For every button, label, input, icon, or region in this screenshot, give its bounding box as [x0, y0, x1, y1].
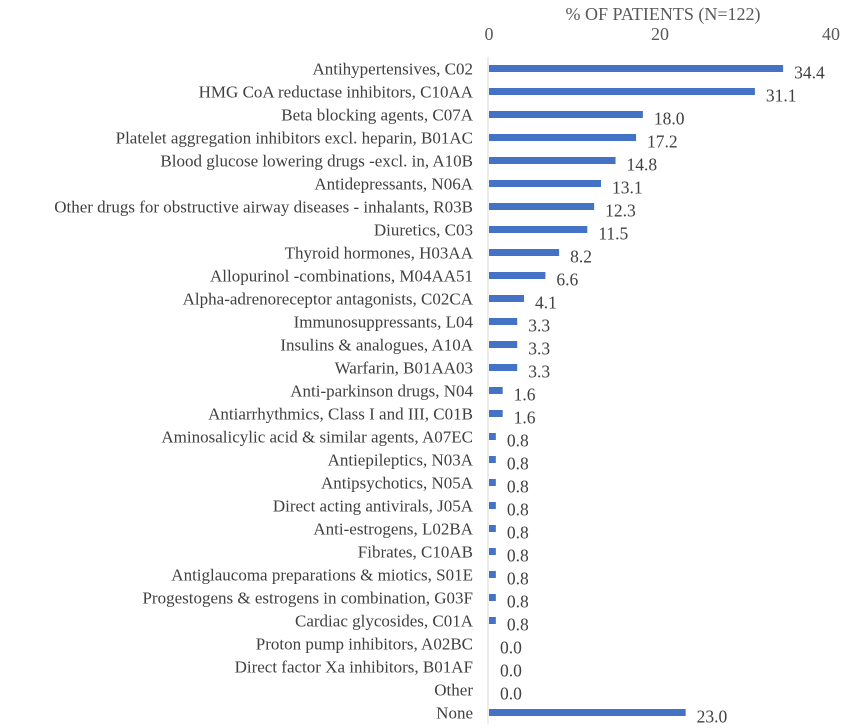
value-label: 4.1: [535, 293, 557, 313]
value-label: 13.1: [612, 178, 643, 198]
category-label: Progestogens & estrogens in combination,…: [142, 589, 473, 608]
bar: [489, 525, 496, 532]
x-tick-label: 40: [822, 24, 840, 44]
category-label: Blood glucose lowering drugs -excl. in, …: [160, 152, 473, 171]
category-label: Platelet aggregation inhibitors excl. he…: [116, 129, 473, 148]
category-label: Immunosuppressants, L04: [294, 313, 474, 332]
category-label: HMG CoA reductase inhibitors, C10AA: [199, 83, 474, 102]
value-label: 0.8: [507, 431, 529, 451]
bar: [489, 617, 496, 624]
category-label: Diuretics, C03: [374, 221, 473, 240]
value-label: 0.8: [507, 523, 529, 543]
category-label: Proton pump inhibitors, A02BC: [256, 635, 473, 654]
value-label: 12.3: [605, 201, 636, 221]
bar: [489, 502, 496, 509]
bar: [489, 249, 560, 256]
value-label: 3.3: [528, 316, 550, 336]
bar-rows: Antihypertensives, C02 34.4 HMG CoA reduct…: [54, 60, 825, 727]
category-label: Alpha-adrenoreceptor antagonists, C02CA: [183, 290, 474, 309]
category-label: Antihypertensives, C02: [312, 60, 473, 79]
value-label: 0.8: [507, 592, 529, 612]
bar: [489, 180, 602, 187]
bar: [489, 272, 546, 279]
category-label: Thyroid hormones, H03AA: [285, 244, 474, 263]
category-label: Direct acting antivirals, J05A: [273, 497, 474, 516]
category-label: Antidepressants, N06A: [314, 175, 473, 194]
category-label: Anti-parkinson drugs, N04: [290, 382, 473, 401]
bar: [489, 456, 496, 463]
value-label: 0.8: [507, 615, 529, 635]
category-label: Warfarin, B01AA03: [335, 359, 473, 378]
bar: [489, 341, 518, 348]
bar: [489, 203, 595, 210]
category-label: Insulins & analogues, A10A: [280, 336, 473, 355]
category-label: Antipsychotics, N05A: [321, 474, 474, 493]
value-label: 3.3: [528, 339, 550, 359]
bar: [489, 479, 496, 486]
category-label: Antiarrhythmics, Class I and III, C01B: [208, 405, 473, 424]
value-label: 0.0: [500, 638, 522, 658]
bar: [489, 571, 496, 578]
value-label: 3.3: [528, 362, 550, 382]
bar: [489, 226, 588, 233]
value-label: 0.8: [507, 569, 529, 589]
bar: [489, 594, 496, 601]
bar: [489, 709, 686, 716]
value-label: 31.1: [766, 86, 797, 106]
x-tick-label: 20: [651, 24, 669, 44]
value-label: 1.6: [514, 408, 536, 428]
category-label: Antiepileptics, N03A: [328, 451, 474, 470]
value-label: 17.2: [647, 132, 678, 152]
category-label: Direct factor Xa inhibitors, B01AF: [235, 658, 473, 677]
bar: [489, 548, 496, 555]
bar: [489, 134, 637, 141]
category-label: Cardiac glycosides, C01A: [295, 612, 474, 631]
bar: [489, 88, 755, 95]
value-label: 14.8: [627, 155, 658, 175]
category-label: Other: [434, 681, 473, 700]
x-axis-ticks: 0 20 40: [485, 24, 841, 44]
value-label: 0.8: [507, 500, 529, 520]
category-label: Other drugs for obstructive airway disea…: [54, 198, 473, 217]
category-label: Allopurinol -combinations, M04AA51: [210, 267, 473, 286]
bar: [489, 387, 503, 394]
category-label: Aminosalicylic acid & similar agents, A0…: [161, 428, 473, 447]
category-label: Antiglaucoma preparations & miotics, S01…: [171, 566, 473, 585]
value-label: 0.8: [507, 477, 529, 497]
category-label: Beta blocking agents, C07A: [281, 106, 473, 125]
value-label: 0.8: [507, 546, 529, 566]
x-axis-title: % OF PATIENTS (N=122): [566, 4, 761, 25]
bar: [489, 318, 518, 325]
bar: [489, 433, 496, 440]
x-tick-label: 0: [485, 24, 494, 44]
category-label: Fibrates, C10AB: [358, 543, 473, 562]
bar: [489, 410, 503, 417]
value-label: 6.6: [556, 270, 578, 290]
bar: [489, 364, 518, 371]
value-label: 1.6: [514, 385, 536, 405]
value-label: 11.5: [598, 224, 628, 244]
bar: [489, 65, 784, 72]
value-label: 34.4: [794, 63, 825, 83]
bar: [489, 295, 525, 302]
value-label: 0.8: [507, 454, 529, 474]
value-label: 8.2: [570, 247, 592, 267]
value-label: 23.0: [697, 707, 728, 727]
value-label: 18.0: [654, 109, 685, 129]
category-label: Anti-estrogens, L02BA: [313, 520, 473, 539]
bar: [489, 157, 616, 164]
bar: [489, 111, 643, 118]
value-label: 0.0: [500, 661, 522, 681]
value-label: 0.0: [500, 684, 522, 704]
category-label: None: [436, 704, 473, 723]
